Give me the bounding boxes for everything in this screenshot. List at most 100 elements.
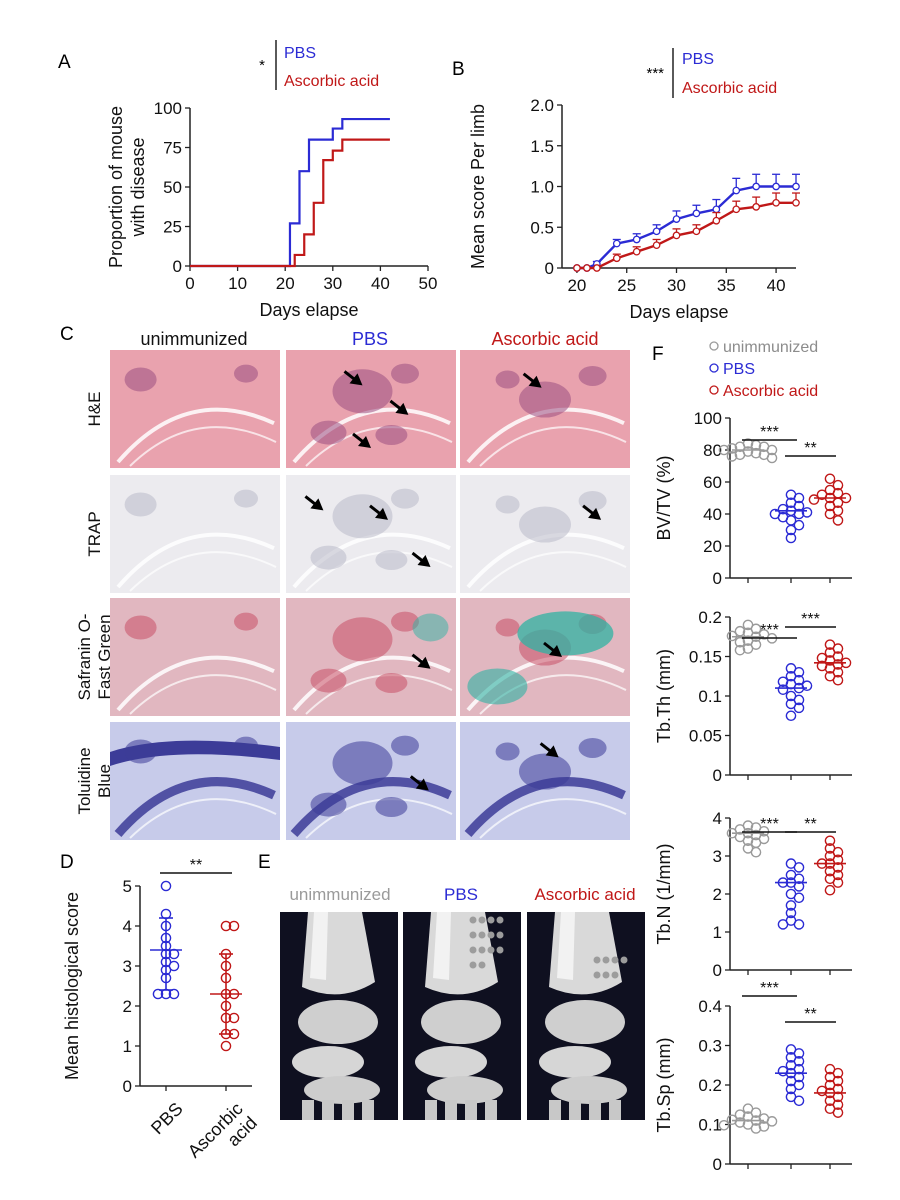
data-point: [785, 900, 797, 911]
y-tick-label: 0.2: [698, 608, 722, 627]
data-point: [593, 264, 601, 272]
y-tick-label: 0.3: [698, 1037, 722, 1056]
x-tick-label: 40: [371, 274, 390, 293]
x-tick-label: 25: [617, 276, 636, 295]
data-point: [785, 710, 797, 722]
y-tick-label: 0: [713, 961, 722, 980]
panel-c-row-label-line: Safranin O-: [75, 614, 94, 701]
data-point: [726, 443, 738, 454]
panel-a-series-pbs: [190, 117, 390, 268]
data-point: [734, 625, 746, 637]
panel-letter-c: C: [60, 324, 74, 345]
bone-metatarsal: [425, 1100, 437, 1120]
fast-green-region: [467, 668, 528, 705]
tissue-blob: [391, 363, 419, 384]
bone-metatarsal: [609, 1100, 621, 1120]
bone-metatarsal: [589, 1100, 601, 1120]
y-tick-label: 1: [713, 923, 722, 942]
significance-label: ***: [760, 424, 779, 441]
panel-f4-group-unimmunized: [718, 1103, 778, 1134]
arrow-head: [549, 645, 562, 657]
histology-arrow: [352, 432, 371, 448]
bone-metatarsal: [302, 1100, 314, 1120]
bone-erosion: [478, 916, 486, 924]
significance-label: **: [804, 816, 816, 833]
panel-a-xlabel: Days elapse: [259, 300, 358, 320]
data-point: [750, 1123, 762, 1134]
panel-c-image-r3-c2: [460, 722, 630, 840]
panel-f2-group-unimmunized: [726, 619, 778, 656]
arrow-head: [545, 745, 559, 758]
bone-metatarsal: [549, 1100, 561, 1120]
data-point: [712, 216, 721, 225]
joint-inner-arc: [305, 674, 453, 715]
data-point: [612, 239, 621, 248]
data-point: [785, 524, 797, 536]
y-tick-label: 4: [713, 809, 722, 828]
data-point: [732, 205, 741, 214]
tissue-blob: [234, 489, 258, 508]
y-tick-label: 75: [163, 139, 182, 158]
data-point: [632, 247, 641, 256]
tissue-blob: [495, 370, 520, 389]
y-tick-label: 0.4: [698, 997, 722, 1016]
data-point: [750, 846, 762, 858]
significance-label: **: [804, 440, 816, 457]
data-point: [816, 1085, 828, 1097]
data-point: [750, 447, 762, 459]
tissue-blob: [375, 672, 408, 693]
x-tick-label: 40: [767, 276, 786, 295]
joint-surface-arc: [116, 655, 275, 712]
tissue-blob: [495, 618, 520, 637]
data-point: [612, 254, 621, 263]
bone-metatarsal: [362, 1100, 374, 1120]
x-tick-label: 0: [185, 274, 194, 293]
data-point: [777, 503, 789, 515]
data-point: [777, 684, 789, 695]
tissue-blob: [578, 365, 607, 386]
panel-c-header-pbs: PBS: [352, 329, 388, 349]
histology-arrow: [304, 495, 324, 511]
data-point: [632, 235, 641, 244]
data-point: [785, 1083, 797, 1095]
data-point: [734, 1109, 746, 1120]
y-tick-label: 25: [163, 218, 182, 237]
panel-e-scan-0: [280, 912, 398, 1120]
panel-c-row-label-0: H&E: [85, 392, 104, 427]
tissue-blob: [124, 492, 157, 517]
y-tick-label: 50: [163, 178, 182, 197]
panel-b-ylabel: Mean score Per limb: [468, 104, 488, 269]
histology-arrow: [411, 653, 431, 669]
bone-erosion: [496, 916, 504, 924]
joint-inner-arc: [479, 426, 627, 467]
y-tick-label: 1: [123, 1037, 132, 1056]
tissue-blob: [495, 742, 520, 761]
bone-talus: [545, 1000, 625, 1044]
panel-f4-group-pbs: [775, 1044, 807, 1107]
y-tick-label: 2: [713, 885, 722, 904]
panel-c-headers: unimmunized PBS Ascorbic acid: [140, 329, 598, 349]
panel-c-image-r1-c2: [460, 475, 630, 593]
panel-letter-b: B: [452, 59, 465, 80]
data-point: [793, 862, 805, 873]
data-point: [793, 492, 805, 504]
panel-c-image-r0-c1: [286, 350, 456, 468]
joint-inner-arc: [479, 551, 627, 592]
tissue-blob: [332, 369, 393, 414]
data-point: [832, 479, 844, 491]
panel-c-row-label-line: Toluidine: [75, 747, 94, 814]
significance-label: **: [804, 1006, 816, 1023]
data-point: [801, 507, 813, 518]
tissue-blob: [375, 796, 408, 817]
significance-label: ***: [760, 622, 779, 639]
panel-d-group-pbs: [150, 880, 182, 1000]
bone-metatarsal: [485, 1100, 497, 1120]
panel-c-row-label-line: TRAP: [85, 511, 104, 556]
y-tick-label: 0.15: [689, 648, 722, 667]
data-point: [752, 182, 761, 191]
y-tick-label: 0.1: [698, 687, 722, 706]
data-point: [832, 515, 844, 526]
data-point: [758, 1121, 770, 1132]
